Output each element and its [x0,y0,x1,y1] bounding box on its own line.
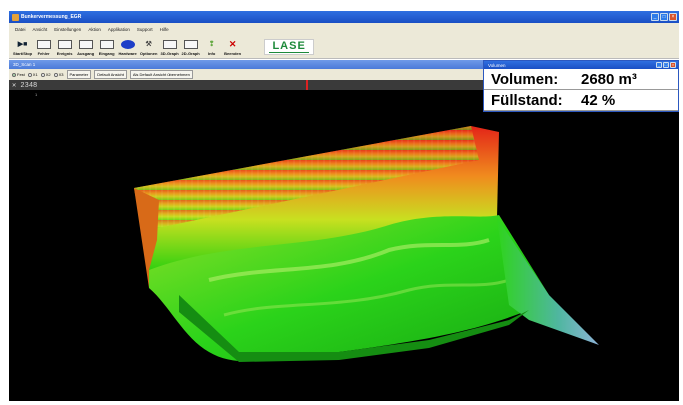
start-stop-label: Start/Stop [13,51,33,56]
ausgang-label: Ausgang [77,51,95,56]
maximize-button[interactable]: □ [660,13,668,21]
app-icon [12,13,19,21]
volume-window-controls: _ □ × [656,62,676,68]
radio-x2-label: X2 [45,72,51,77]
ausgang-icon [78,40,93,49]
ereignis-icon [57,40,72,49]
fill-level-label: Füllstand: [491,91,563,109]
readout-bar [9,80,483,90]
play-stop-icon: ▶■ [17,41,28,48]
3d-graph-button[interactable]: 3D-Graph [160,40,179,56]
hardware-label: Hardware [118,51,137,56]
eingang-icon [99,40,114,49]
2d-graph-label: 2D-Graph [181,51,200,56]
ereignis-button[interactable]: Ereignis [55,40,74,56]
floor-highlights-2 [223,278,510,317]
menu-support[interactable]: Support [136,27,153,32]
volume-window: Volumen _ □ × Volumen: 2680 m³ Füllstand… [483,60,679,112]
radio-fest-dot [12,72,16,77]
wall-ridges [134,126,479,230]
menu-einstellungen[interactable]: Einstellungen [54,27,82,32]
radio-x1[interactable]: X1 [27,72,38,77]
hardware-button[interactable]: Hardware [118,40,137,56]
volume-maximize-button[interactable]: □ [663,62,669,68]
main-toolbar: ▶■ Start/Stop Fehler Ereignis Ausgang Ein… [9,36,679,59]
position-marker[interactable] [306,80,308,90]
bulb-icon: ❢ [208,41,215,48]
position-readout-value: 2348 [20,82,38,90]
info-label: Info [207,51,216,56]
parameter-button[interactable]: Parameter [66,70,92,79]
3d-graph-icon [162,40,177,49]
scan-window-title: 3D_Scan 1 [13,62,36,67]
position-readout: ✕ 2348 [12,82,38,90]
fehler-icon [36,40,51,49]
2d-graph-icon [183,40,198,49]
window-controls: _ □ × [651,13,677,21]
volume-minimize-button[interactable]: _ [656,62,662,68]
default-view-button[interactable]: Default Ansicht [94,70,127,79]
set-default-view-button[interactable]: Als Default Ansicht übernehmen [129,70,193,79]
fehler-label: Fehler [37,51,50,56]
3d-surface-render [134,126,599,362]
radio-x2[interactable]: X2 [40,72,51,77]
radio-x1-label: X1 [32,72,38,77]
ereignis-label: Ereignis [56,51,73,56]
ausgang-button[interactable]: Ausgang [76,40,95,56]
radio-fest[interactable]: Fest [12,72,25,77]
readout-sub: 1 [35,92,38,97]
info-button[interactable]: ❢ Info [202,40,221,56]
optionen-label: Optionen [139,51,158,56]
eingang-label: Eingang [98,51,115,56]
hardware-icon [120,40,135,49]
logo-underline [269,52,310,53]
eingang-button[interactable]: Eingang [97,40,116,56]
floor-surface [149,215,549,362]
close-button[interactable]: × [669,13,677,21]
menu-datei[interactable]: Datei [15,27,26,32]
menu-hilfe[interactable]: Hilfe [159,27,169,32]
2d-graph-button[interactable]: 2D-Graph [181,40,200,56]
radio-x3-label: X3 [58,72,64,77]
fehler-button[interactable]: Fehler [34,40,53,56]
close-red-icon: ✕ [228,39,237,49]
radio-x3-dot [53,72,58,77]
wrench-icon: ⚒ [145,41,152,48]
radio-x3[interactable]: X3 [53,72,64,77]
fill-level-row: Füllstand: 42 % [484,90,678,111]
menu-bar: Datei Ansicht Einstellungen Aktion Appli… [9,23,679,36]
start-stop-button[interactable]: ▶■ Start/Stop [13,40,32,56]
scan-window-titlebar: 3D_Scan 1 [9,60,483,69]
beenden-label: Beenden [224,51,242,56]
3d-graph-label: 3D-Graph [160,51,179,56]
volume-close-button[interactable]: × [670,62,676,68]
left-face [134,188,159,288]
minimize-button[interactable]: _ [651,13,659,21]
scan-toolbar: Fest X1 X2 X3 Parameter Default Ansicht … [9,69,483,80]
lase-logo: LASE [264,39,315,55]
beenden-button[interactable]: ✕ Beenden [223,39,242,57]
optionen-button[interactable]: ⚒ Optionen [139,40,158,56]
menu-ansicht[interactable]: Ansicht [32,27,48,32]
radio-x1-dot [27,72,32,77]
3d-scan-view[interactable]: ✕ 2348 1 [9,80,679,401]
fill-level-value: 42 % [581,91,616,109]
volume-row: Volumen: 2680 m³ [484,69,678,90]
menu-applikation[interactable]: Applikation [107,27,130,32]
logo-text: LASE [272,40,306,52]
radio-fest-label: Fest [17,72,25,77]
window-title: Bunkervermessung_EGR [21,14,82,20]
volume-titlebar: Volumen _ □ × [484,61,678,69]
volume-window-title: Volumen [488,62,506,68]
floor-highlights [208,238,490,282]
volume-value: 2680 m³ [581,70,637,88]
volume-label: Volumen: [491,70,559,88]
radio-x2-dot [40,72,45,77]
menu-aktion[interactable]: Aktion [88,27,101,32]
app-titlebar: Bunkervermessung_EGR _ □ × [9,11,679,23]
